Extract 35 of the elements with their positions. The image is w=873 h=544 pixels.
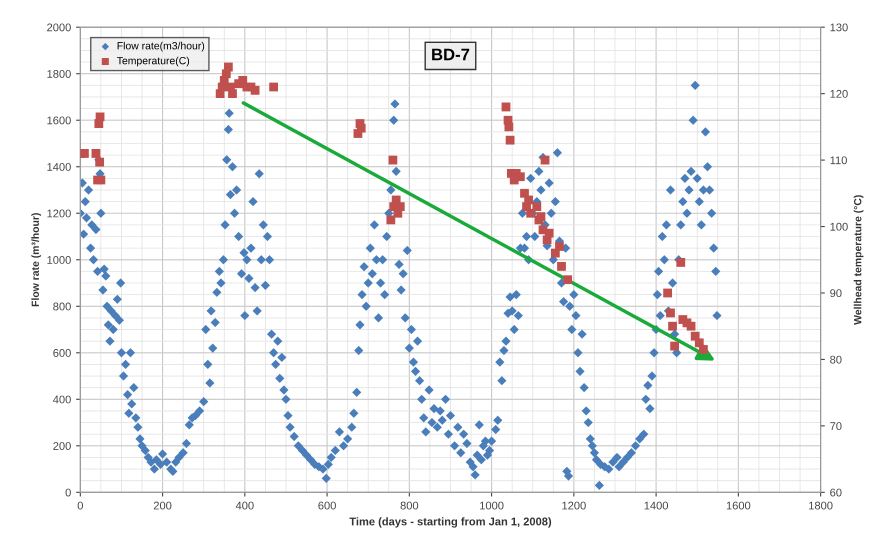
y2-tick-label: 110: [830, 156, 847, 164]
y2-tick-label: 90: [830, 289, 842, 298]
y-tick-label: 400: [53, 396, 71, 404]
y2-tick-label: 60: [830, 488, 842, 496]
x-tick-label: 600: [318, 502, 336, 510]
y-tick-label: 800: [53, 302, 71, 310]
x-tick-label: 0: [78, 502, 83, 510]
y-tick-label: 2000: [47, 23, 71, 32]
legend-label: Temperature(C): [117, 56, 190, 66]
x-tick-label: 400: [236, 502, 254, 510]
x-axis-title: Time (days - starting from Jan 1, 2008): [349, 517, 552, 528]
y-axis-title: Flow rate (m³/hour): [31, 213, 42, 306]
y-tick-label: 1200: [47, 210, 71, 218]
x-tick-label: 1200: [562, 502, 586, 510]
y-tick-label: 1800: [47, 70, 71, 78]
text: BD-7: [432, 48, 470, 60]
x-tick-label: 1400: [644, 502, 668, 510]
x-tick-label: 1600: [726, 502, 750, 510]
y-tick-label: 1400: [47, 163, 71, 171]
y2-tick-label: 70: [830, 422, 842, 430]
y-tick-label: 1000: [47, 256, 71, 264]
x-tick-label: 200: [154, 502, 172, 510]
y2-tick-label: 100: [830, 222, 848, 231]
y-tick-label: 200: [53, 442, 71, 450]
y2-tick-label: 130: [830, 23, 848, 32]
x-tick-label: 1000: [480, 502, 504, 510]
y2-tick-label: 80: [830, 356, 842, 364]
y2-axis-title: Wellhead temperature (°C): [854, 195, 864, 325]
y-tick-label: 1600: [47, 116, 71, 124]
y-tick-label: 0: [66, 488, 71, 496]
x-tick-label: 800: [400, 502, 418, 510]
legend-label: Flow rate(m3/hour): [118, 42, 204, 52]
y2-tick-label: 120: [830, 90, 848, 98]
y-tick-label: 600: [53, 349, 71, 357]
x-tick-label: 1800: [809, 502, 833, 510]
